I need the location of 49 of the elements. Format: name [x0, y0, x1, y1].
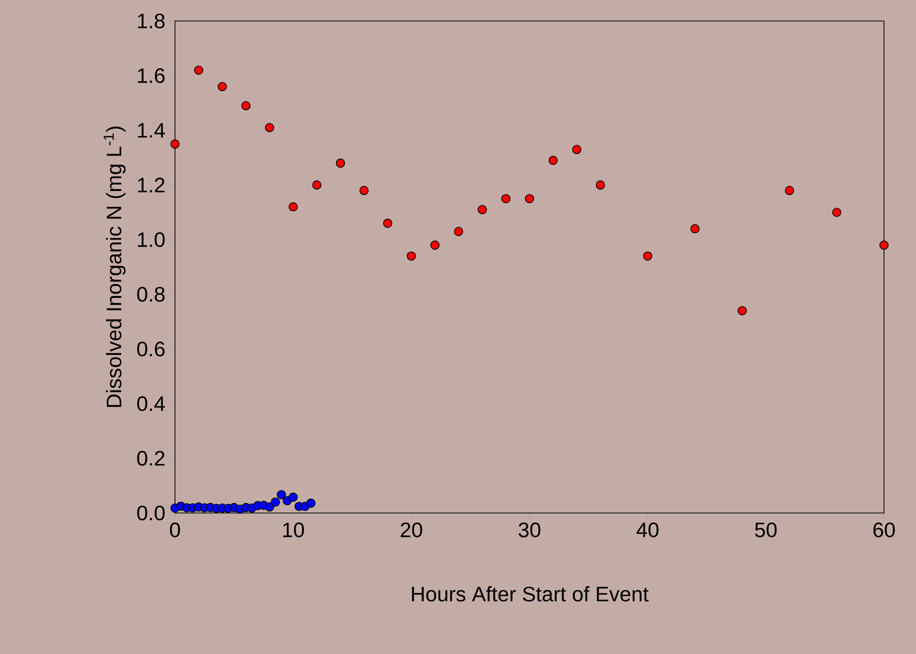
- point: [406, 251, 416, 261]
- x-tick-label: 0: [170, 522, 180, 538]
- y-tick-label: 1.0: [138, 232, 165, 248]
- x-tick-label: 20: [400, 522, 422, 538]
- point: [336, 158, 346, 168]
- point: [194, 66, 204, 75]
- y-tick-label: 1.4: [138, 123, 165, 138]
- y-tick-label: 0.4: [137, 396, 165, 412]
- point: [264, 502, 274, 512]
- point: [879, 240, 889, 250]
- point: [288, 202, 298, 212]
- y-axis-title: Dissolved Inorganic N (mg L$^{-1}$): [104, 126, 126, 407]
- x-tick-label: 30: [518, 522, 540, 538]
- point: [501, 194, 510, 204]
- point: [383, 218, 392, 228]
- y-tick-label: 0.6: [137, 342, 165, 356]
- point: [454, 226, 464, 236]
- point: [276, 490, 286, 500]
- point: [784, 186, 794, 196]
- point: [478, 205, 487, 214]
- point: [218, 82, 227, 92]
- point: [430, 240, 440, 250]
- point: [270, 497, 280, 507]
- point: [548, 156, 558, 165]
- point: [359, 186, 369, 196]
- point: [170, 139, 180, 149]
- y-tick-label: 0.2: [137, 450, 164, 466]
- y-tick-label: 1.8: [138, 14, 165, 28]
- point: [524, 194, 534, 204]
- point: [241, 101, 250, 110]
- y-tick-label: 0.8: [137, 286, 165, 302]
- point: [596, 180, 605, 190]
- point: [264, 123, 274, 132]
- x-axis-title: Hours After Start of Event: [412, 586, 649, 602]
- x-tick-label: 40: [636, 522, 658, 538]
- x-tick-label: 50: [755, 522, 777, 538]
- point: [312, 180, 322, 190]
- point: [572, 144, 582, 154]
- point: [643, 251, 652, 261]
- y-tick-label: 1.6: [138, 68, 165, 84]
- y-tick-label: 0.0: [137, 506, 165, 520]
- point: [288, 492, 298, 502]
- x-tick-label: 10: [283, 522, 304, 538]
- point: [306, 498, 316, 508]
- x-tick-label: 60: [873, 522, 895, 538]
- y-tick-label: 1.2: [138, 178, 164, 192]
- point: [832, 208, 842, 217]
- point: [690, 224, 700, 234]
- point: [738, 306, 747, 316]
